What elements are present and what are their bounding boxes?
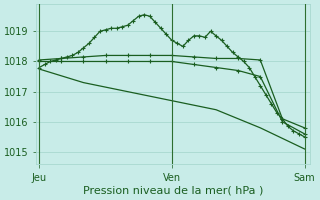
X-axis label: Pression niveau de la mer( hPa ): Pression niveau de la mer( hPa ) [83,186,263,196]
